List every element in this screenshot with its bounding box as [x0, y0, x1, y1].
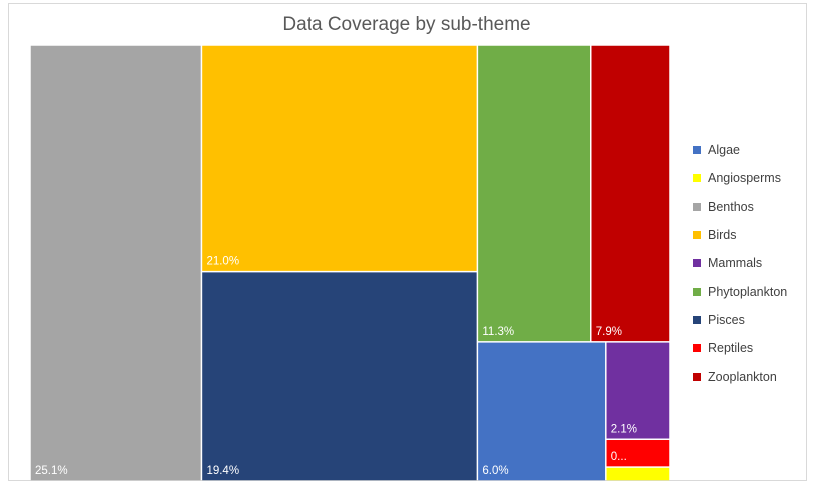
tile-phytoplankton	[478, 45, 590, 342]
tile-label-zooplankton: 7.9%	[596, 326, 622, 338]
legend-label: Mammals	[708, 256, 763, 271]
legend-label: Benthos	[708, 199, 754, 214]
legend-item-reptiles: Reptiles	[693, 334, 787, 362]
legend-item-benthos: Benthos	[693, 193, 787, 221]
legend-swatch	[693, 202, 701, 211]
legend-item-phytoplankton: Phytoplankton	[693, 277, 787, 305]
tile-label-benthos: 25.1%	[35, 465, 68, 477]
legend-swatch	[693, 231, 701, 240]
legend-item-zooplankton: Zooplankton	[693, 362, 787, 390]
tile-label-algae: 6.0%	[482, 465, 508, 477]
tile-birds	[202, 45, 477, 271]
tile-label-pisces: 19.4%	[206, 465, 239, 477]
legend-label: Reptiles	[708, 341, 754, 356]
legend-swatch	[693, 344, 701, 353]
legend-label: Pisces	[708, 312, 745, 327]
tile-label-mammals: 2.1%	[611, 423, 637, 435]
tile-mammals	[606, 342, 670, 439]
legend-swatch	[693, 287, 701, 296]
legend-swatch	[693, 259, 701, 268]
legend-item-birds: Birds	[693, 221, 787, 249]
tile-label-reptiles: 0...	[611, 451, 627, 463]
tile-angiosperms	[606, 467, 670, 481]
legend-item-mammals: Mammals	[693, 249, 787, 277]
legend-swatch	[693, 146, 701, 155]
legend-swatch	[693, 174, 701, 183]
legend-swatch	[693, 315, 701, 324]
tile-zooplankton	[591, 45, 670, 342]
legend-item-pisces: Pisces	[693, 306, 787, 334]
legend-item-angiosperms: Angiosperms	[693, 164, 787, 192]
legend-label: Angiosperms	[708, 171, 781, 186]
tile-label-birds: 21.0%	[206, 256, 239, 268]
chart-legend: Algae Angiosperms Benthos Birds Mammals Phyto…	[693, 136, 787, 391]
tile-benthos	[30, 45, 201, 481]
tile-reptiles	[606, 440, 670, 467]
legend-swatch	[693, 372, 701, 381]
legend-label: Phytoplankton	[708, 284, 788, 299]
legend-label: Algae	[708, 143, 740, 158]
tile-algae	[478, 342, 606, 481]
tile-label-phytoplankton: 11.3%	[482, 326, 514, 338]
legend-label: Zooplankton	[708, 369, 777, 384]
chart-title: Data Coverage by sub-theme	[282, 14, 531, 35]
legend-label: Birds	[708, 228, 737, 243]
legend-item-algae: Algae	[693, 136, 787, 164]
tile-pisces	[202, 272, 477, 481]
